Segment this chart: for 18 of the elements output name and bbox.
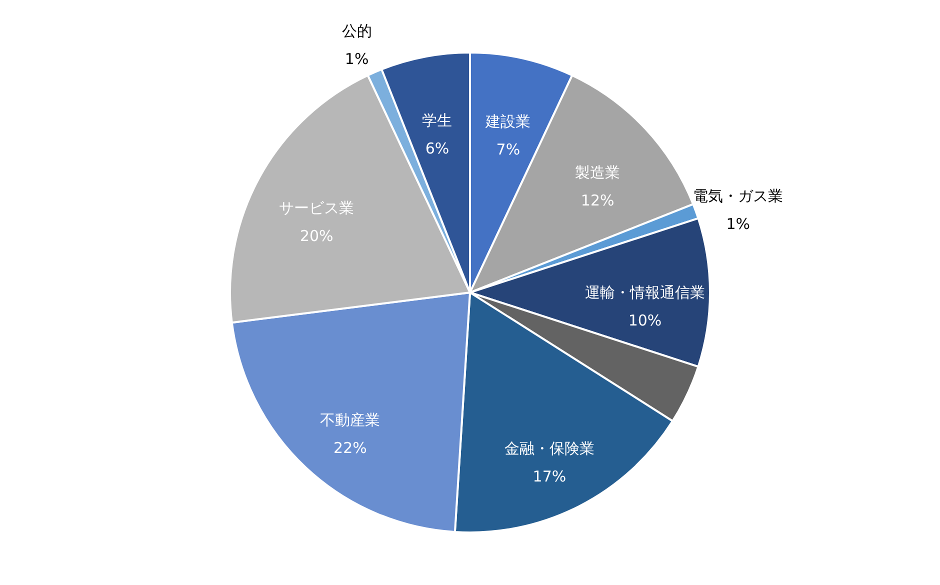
slice-label: 学生 bbox=[422, 112, 452, 130]
slice-label: 電気・ガス業 bbox=[693, 186, 784, 205]
data-label: 6% bbox=[425, 140, 450, 158]
data-label: 12% bbox=[580, 192, 614, 210]
data-label: 7% bbox=[496, 140, 520, 159]
data-label: 20% bbox=[300, 227, 334, 246]
data-label: 22% bbox=[334, 439, 367, 458]
slice-label: サービス業 bbox=[279, 199, 354, 218]
data-label: 1% bbox=[344, 50, 369, 68]
slice-label: 不動産業 bbox=[320, 411, 380, 430]
data-label: 10% bbox=[628, 312, 662, 330]
slice-label: 金融・保険業 bbox=[504, 439, 594, 458]
slice-label: 運輸・情報通信業 bbox=[585, 284, 705, 302]
data-label: 1% bbox=[726, 214, 750, 233]
slice-label: 製造業 bbox=[575, 164, 620, 182]
slice-label: 建設業 bbox=[484, 112, 531, 131]
slice-label: 公的 bbox=[342, 22, 372, 40]
data-label: 17% bbox=[532, 467, 566, 486]
